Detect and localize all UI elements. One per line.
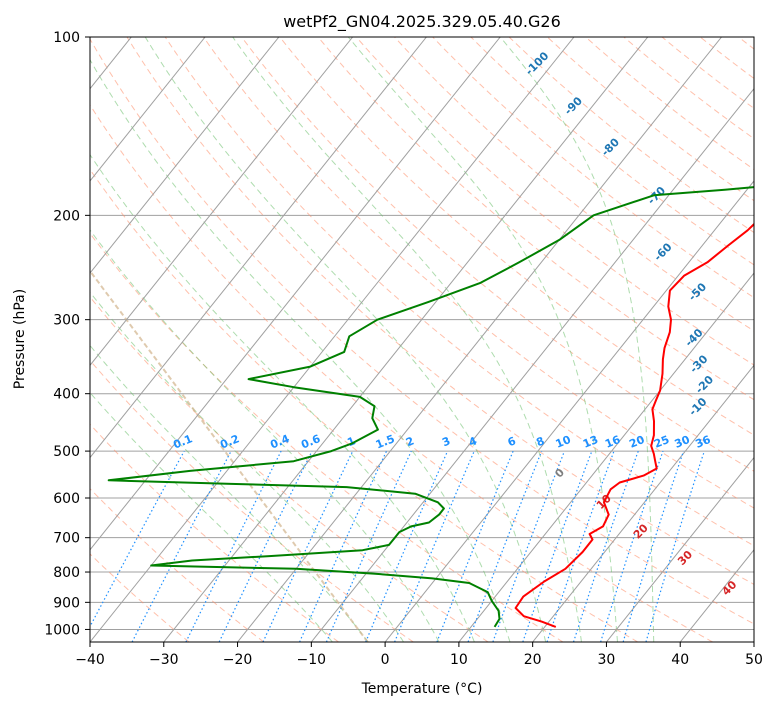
isotherm-line — [532, 364, 754, 642]
dry-adiabat — [90, 168, 639, 642]
sounding-series — [107, 186, 754, 628]
mixing-ratio-line — [546, 450, 615, 642]
mixing-ratio-line — [467, 450, 543, 642]
chart-title: wetPf2_GN04.2025.329.05.40.G26 — [283, 12, 561, 32]
mixing-ratio-line — [90, 450, 185, 628]
dry-adiabat — [90, 104, 713, 642]
mixing-ratio-label: 20 — [627, 433, 646, 451]
mixing-ratio-label: 8 — [534, 434, 546, 449]
mixing-ratio-label: 25 — [652, 433, 671, 451]
dry-adiabat — [355, 37, 754, 366]
isotherm-line — [237, 37, 722, 642]
x-axis-label: Temperature (°C) — [361, 681, 483, 697]
isotherm-line — [384, 180, 754, 642]
y-tick-label: 100 — [53, 30, 80, 46]
y-tick-label: 800 — [53, 565, 80, 581]
moist-adiabat — [90, 58, 511, 642]
moist-adiabat — [90, 153, 475, 642]
y-tick-label: 200 — [53, 208, 80, 224]
isotherm-line — [90, 37, 575, 642]
moist-adiabat — [499, 37, 655, 642]
mixing-ratio-line — [600, 450, 664, 642]
isotherm-line — [458, 272, 754, 642]
moist-adiabat — [90, 291, 405, 642]
plot-area: 0.1 0.2 0.4 0.6 1 1.5 2 3 4 6 8 10 13 16 20 25 30 36-100-… — [90, 37, 754, 642]
moist-adiabat — [144, 37, 547, 642]
y-tick-label: 1000 — [44, 622, 80, 638]
dry-adiabat — [279, 37, 754, 436]
dry-adiabat — [90, 423, 339, 642]
x-tick-label: 40 — [671, 652, 689, 668]
mixing-ratio-label: 13 — [581, 433, 600, 451]
dry-adiabat — [202, 37, 754, 509]
x-tick-label: −20 — [223, 652, 253, 668]
x-tick-label: −30 — [149, 652, 179, 668]
y-tick-label: 600 — [53, 491, 80, 507]
y-tick-label: 400 — [53, 387, 80, 403]
y-axis-label: Pressure (hPa) — [12, 289, 28, 389]
x-tick-label: 10 — [450, 652, 468, 668]
dry-adiabat — [126, 37, 754, 586]
isotherm-line — [90, 37, 501, 551]
plot-frame — [89, 36, 755, 643]
isotherm-line — [90, 37, 206, 182]
mixing-ratio-label: 30 — [673, 433, 692, 451]
y-tick-label: 300 — [53, 313, 80, 329]
isotherm-line — [606, 456, 754, 642]
isotherm-line — [90, 37, 427, 459]
mixing-ratio-line — [622, 450, 685, 642]
lcl-curve-line — [90, 269, 369, 642]
dry-adiabat — [90, 296, 489, 642]
mixing-ratio-line — [572, 450, 639, 642]
mixing-ratio-line — [394, 450, 475, 642]
y-tick-label: 500 — [53, 444, 80, 460]
mixing-ratio-line — [645, 450, 705, 642]
mixing-ratio-label: 2 — [404, 434, 416, 449]
mixing-ratio-line — [365, 450, 449, 642]
x-tick-label: 0 — [381, 652, 390, 668]
mixing-ratio-line — [185, 450, 282, 642]
dry-adiabat — [90, 38, 754, 625]
y-tick-label: 700 — [53, 531, 80, 547]
moist-adiabat — [90, 229, 440, 642]
x-tick-label: 30 — [598, 652, 616, 668]
mixing-ratio-line — [325, 450, 412, 642]
mixing-ratio-label: 36 — [693, 433, 712, 451]
temperature-profile-line — [514, 222, 754, 628]
mixing-ratio-line — [436, 450, 514, 642]
y-tick-label: 900 — [53, 595, 80, 611]
lcl-curve — [90, 269, 369, 642]
moist-adiabat — [90, 391, 333, 642]
x-tick-label: 50 — [745, 652, 763, 668]
mixing-ratio-line — [492, 450, 566, 642]
mixing-ratio-label: 3 — [440, 434, 452, 449]
x-tick-label: −10 — [297, 652, 327, 668]
isotherm-line — [90, 37, 354, 367]
moist-adiabat — [90, 344, 369, 642]
isotherm-line — [163, 37, 649, 642]
y-axis: 100 200 300 400 500 600 700 800 900 1000 — [44, 30, 90, 638]
x-tick-label: 20 — [524, 652, 542, 668]
isotherm-line — [90, 37, 280, 274]
dry-adiabat — [164, 37, 754, 547]
mixing-ratio-label: 16 — [603, 433, 622, 451]
mixing-ratio-label: 1 — [345, 434, 357, 449]
moist-adiabat — [232, 37, 582, 642]
x-tick-label: −40 — [75, 652, 105, 668]
x-axis: −40 −30 −20 −10 0 10 20 30 40 50 — [75, 642, 763, 668]
dry-adiabat — [317, 37, 754, 401]
dewpoint-profile-line — [107, 186, 754, 628]
mixing-ratio-label: 10 — [554, 433, 573, 451]
dry-adiabat — [90, 553, 190, 642]
